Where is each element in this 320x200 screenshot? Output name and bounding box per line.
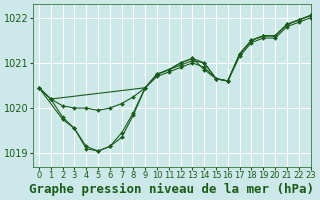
X-axis label: Graphe pression niveau de la mer (hPa): Graphe pression niveau de la mer (hPa) (29, 183, 314, 196)
